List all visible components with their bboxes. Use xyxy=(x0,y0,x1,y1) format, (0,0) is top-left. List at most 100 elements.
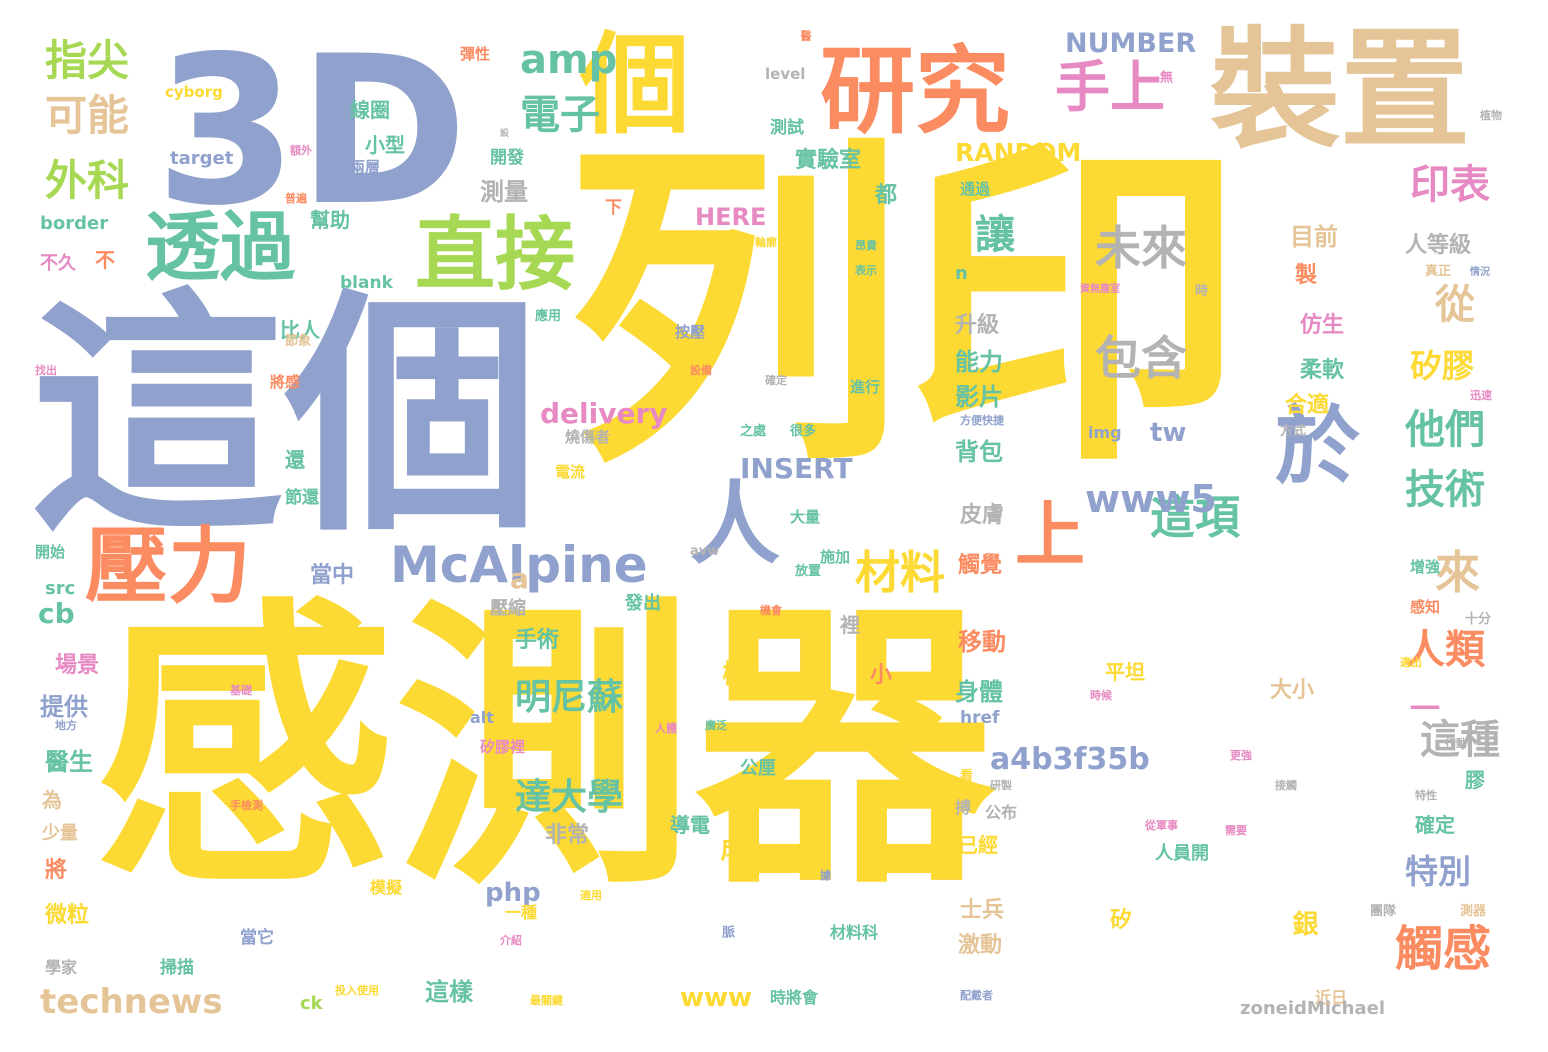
word-165: 特性 xyxy=(1415,789,1437,802)
word-28: 人類 xyxy=(1405,627,1485,673)
word-122: src xyxy=(45,578,76,599)
word-23: 這項 xyxy=(1150,491,1241,544)
word-121: ck xyxy=(300,993,323,1014)
word-79: 導電 xyxy=(670,813,710,837)
word-135: 食指 xyxy=(850,333,881,351)
word-64: 觸覺 xyxy=(958,553,1003,578)
word-6: 個 xyxy=(580,21,690,149)
word-161: 表示 xyxy=(855,264,877,277)
word-59: 升級 xyxy=(955,313,1000,338)
word-34: 從 xyxy=(1435,282,1475,328)
word-112: 公布 xyxy=(985,803,1018,822)
word-127: target xyxy=(170,148,234,169)
word-167: 更強 xyxy=(1230,749,1252,762)
word-42: INSERT xyxy=(740,452,853,485)
word-19: 未來 xyxy=(1095,221,1187,275)
word-181: 配戴者 xyxy=(960,989,993,1002)
word-0: 列印 xyxy=(565,112,1245,508)
word-119: 近日 xyxy=(1315,988,1348,1007)
word-129: level xyxy=(765,65,806,83)
word-15: 可能 xyxy=(45,91,130,140)
word-145: 通過 xyxy=(960,180,991,198)
word-151: 彈性 xyxy=(460,45,491,63)
word-96: 測試 xyxy=(770,118,804,138)
word-27: 技術 xyxy=(1405,467,1485,513)
word-192: 機會 xyxy=(760,604,782,617)
word-25: 印表 xyxy=(1410,162,1490,208)
word-169: 需要 xyxy=(1225,824,1247,837)
word-136: 進行 xyxy=(850,378,881,396)
word-71: 成 xyxy=(716,835,746,861)
word-172: 看 xyxy=(960,769,974,784)
word-47: www xyxy=(680,983,753,1013)
word-116: 當它 xyxy=(240,928,274,948)
word-9: 透過 xyxy=(145,203,296,291)
word-22: 上 xyxy=(1015,494,1085,576)
word-100: 比人 xyxy=(280,318,320,342)
word-61: 影片 xyxy=(955,383,1003,411)
word-171: 適出 xyxy=(1400,656,1422,669)
word-164: 無 xyxy=(1157,70,1172,83)
word-4: 裝置 xyxy=(1210,14,1471,166)
word-186: 設備 xyxy=(690,364,712,377)
word-173: 廣泛 xyxy=(705,719,727,732)
word-170: 從軍事 xyxy=(1145,819,1178,832)
word-54: 製 xyxy=(1295,263,1318,288)
word-89: 場景 xyxy=(55,653,100,678)
word-180: 適用 xyxy=(580,889,602,902)
word-193: 確定 xyxy=(765,374,787,387)
word-148: 感知 xyxy=(1410,598,1441,616)
word-48: tw xyxy=(1150,418,1187,448)
word-56: 柔軟 xyxy=(1300,358,1345,383)
word-189: 普遍 xyxy=(285,192,307,205)
word-102: 節還 xyxy=(285,488,319,508)
word-10: 人 xyxy=(690,472,780,577)
word-31: 觸感 xyxy=(1395,921,1492,977)
word-131: n xyxy=(955,263,968,284)
word-179: 介紹 xyxy=(500,934,522,947)
word-78: 非常 xyxy=(545,823,590,848)
word-149: 增強 xyxy=(1410,558,1441,576)
word-143: 放置 xyxy=(795,564,822,579)
word-92: 幫助 xyxy=(310,208,350,232)
word-77: 確定 xyxy=(1415,813,1455,837)
word-187: 找出 xyxy=(35,364,57,377)
word-81: 激動 xyxy=(958,933,1003,958)
word-160: 迅速 xyxy=(1470,389,1492,402)
word-74: 平坦 xyxy=(1105,660,1145,684)
word-183: 最關鍵 xyxy=(530,994,563,1007)
word-126: border xyxy=(40,213,109,234)
word-137: 表明 xyxy=(850,418,881,436)
word-177: 人體 xyxy=(655,722,677,735)
word-101: 還 xyxy=(285,448,305,472)
word-51: 實驗室 xyxy=(795,148,862,173)
word-159: 方便快捷 xyxy=(960,414,1004,427)
word-163: 輪廓 xyxy=(755,236,777,249)
word-104: 裡 xyxy=(840,613,860,637)
word-117: 材料科 xyxy=(830,923,879,942)
word-60: 能力 xyxy=(955,348,1003,376)
word-109: 發出 xyxy=(625,593,661,614)
word-111: 搏 xyxy=(955,798,972,817)
word-110: 矽膠裡 xyxy=(480,738,526,756)
word-157: 情況 xyxy=(1470,267,1490,278)
word-21: 材料 xyxy=(855,546,946,599)
word-30: 這種 xyxy=(1420,717,1500,763)
word-132: 夾在 xyxy=(978,261,1009,279)
word-36: www5 xyxy=(1085,477,1217,521)
word-147: 方式 xyxy=(1280,424,1307,439)
word-118: 時將會 xyxy=(770,988,819,1007)
word-97: 開發 xyxy=(490,148,524,168)
word-86: 學家 xyxy=(45,958,78,977)
word-87: 醫生 xyxy=(45,748,93,776)
word-76: 膠 xyxy=(1465,768,1485,792)
word-128: blank xyxy=(340,273,393,293)
word-190: 設 xyxy=(500,129,510,139)
word-40: technews xyxy=(40,982,223,1022)
word-114: 一種 xyxy=(505,903,538,922)
word-191: 醫 xyxy=(799,30,812,41)
word-13: 手上 xyxy=(1055,55,1166,119)
word-2: 3D xyxy=(155,13,468,251)
word-196: 接觸 xyxy=(1275,779,1297,792)
